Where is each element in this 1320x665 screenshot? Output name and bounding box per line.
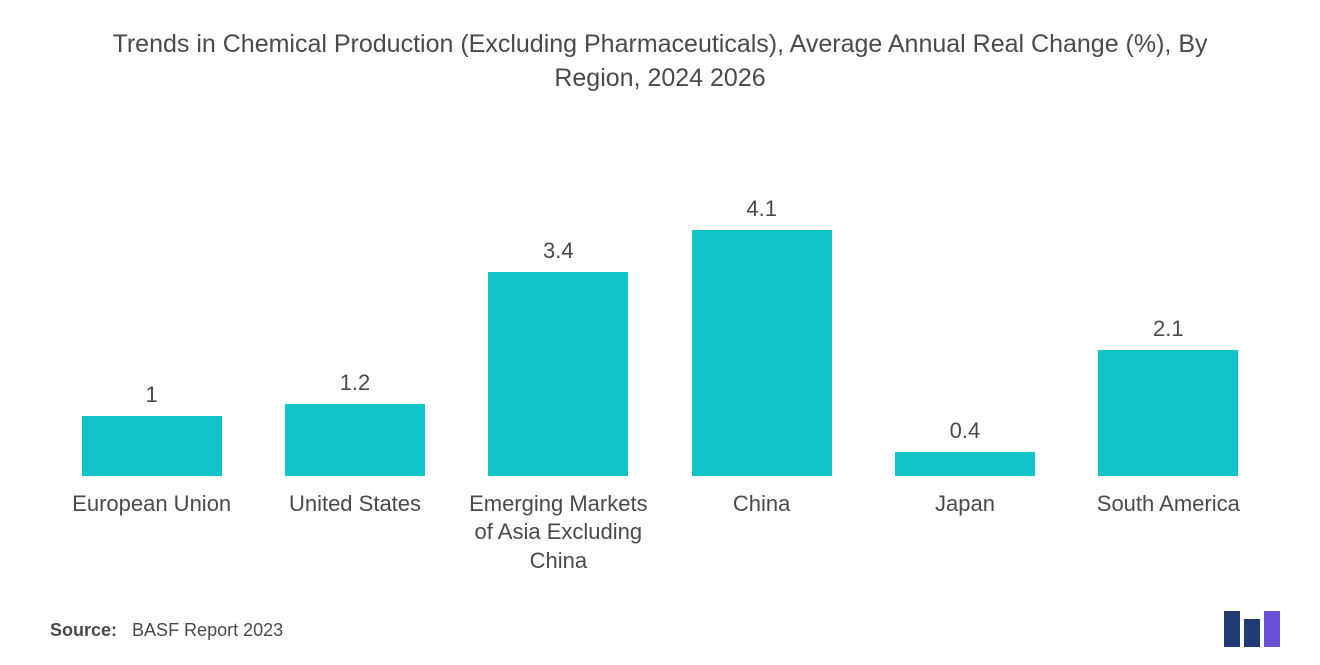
bar xyxy=(692,230,832,476)
bar-slot: 4.1 xyxy=(660,176,863,476)
bar-value-label: 3.4 xyxy=(543,238,574,264)
category-label: South America xyxy=(1067,490,1270,576)
bar-value-label: 1 xyxy=(146,382,158,408)
category-labels-row: European Union United States Emerging Ma… xyxy=(50,490,1270,576)
logo-bar-icon xyxy=(1244,619,1260,647)
bar-value-label: 2.1 xyxy=(1153,316,1184,342)
bar-slot: 1 xyxy=(50,176,253,476)
bar-slot: 3.4 xyxy=(457,176,660,476)
category-label: Emerging Markets of Asia Excluding China xyxy=(457,490,660,576)
logo-bar-icon xyxy=(1224,611,1240,647)
category-label: United States xyxy=(253,490,456,576)
bars-row: 1 1.2 3.4 4.1 0.4 2.1 xyxy=(50,176,1270,476)
category-label: China xyxy=(660,490,863,576)
bar-value-label: 4.1 xyxy=(746,196,777,222)
bar-value-label: 0.4 xyxy=(950,418,981,444)
bar xyxy=(82,416,222,476)
source-label: Source: xyxy=(50,620,117,640)
logo-bar-icon xyxy=(1264,611,1280,647)
bar xyxy=(285,404,425,476)
brand-logo xyxy=(1224,611,1280,647)
bar xyxy=(1098,350,1238,476)
chart-plot-area: 1 1.2 3.4 4.1 0.4 2.1 xyxy=(50,176,1270,476)
bar xyxy=(895,452,1035,476)
source-footer: Source: BASF Report 2023 xyxy=(50,620,283,641)
chart-container: Trends in Chemical Production (Excluding… xyxy=(0,0,1320,665)
bar-slot: 1.2 xyxy=(253,176,456,476)
category-label: Japan xyxy=(863,490,1066,576)
bar-slot: 0.4 xyxy=(863,176,1066,476)
category-label: European Union xyxy=(50,490,253,576)
bar-slot: 2.1 xyxy=(1067,176,1270,476)
bar xyxy=(488,272,628,476)
source-text: BASF Report 2023 xyxy=(132,620,283,640)
bar-value-label: 1.2 xyxy=(340,370,371,396)
chart-title: Trends in Chemical Production (Excluding… xyxy=(110,28,1210,96)
